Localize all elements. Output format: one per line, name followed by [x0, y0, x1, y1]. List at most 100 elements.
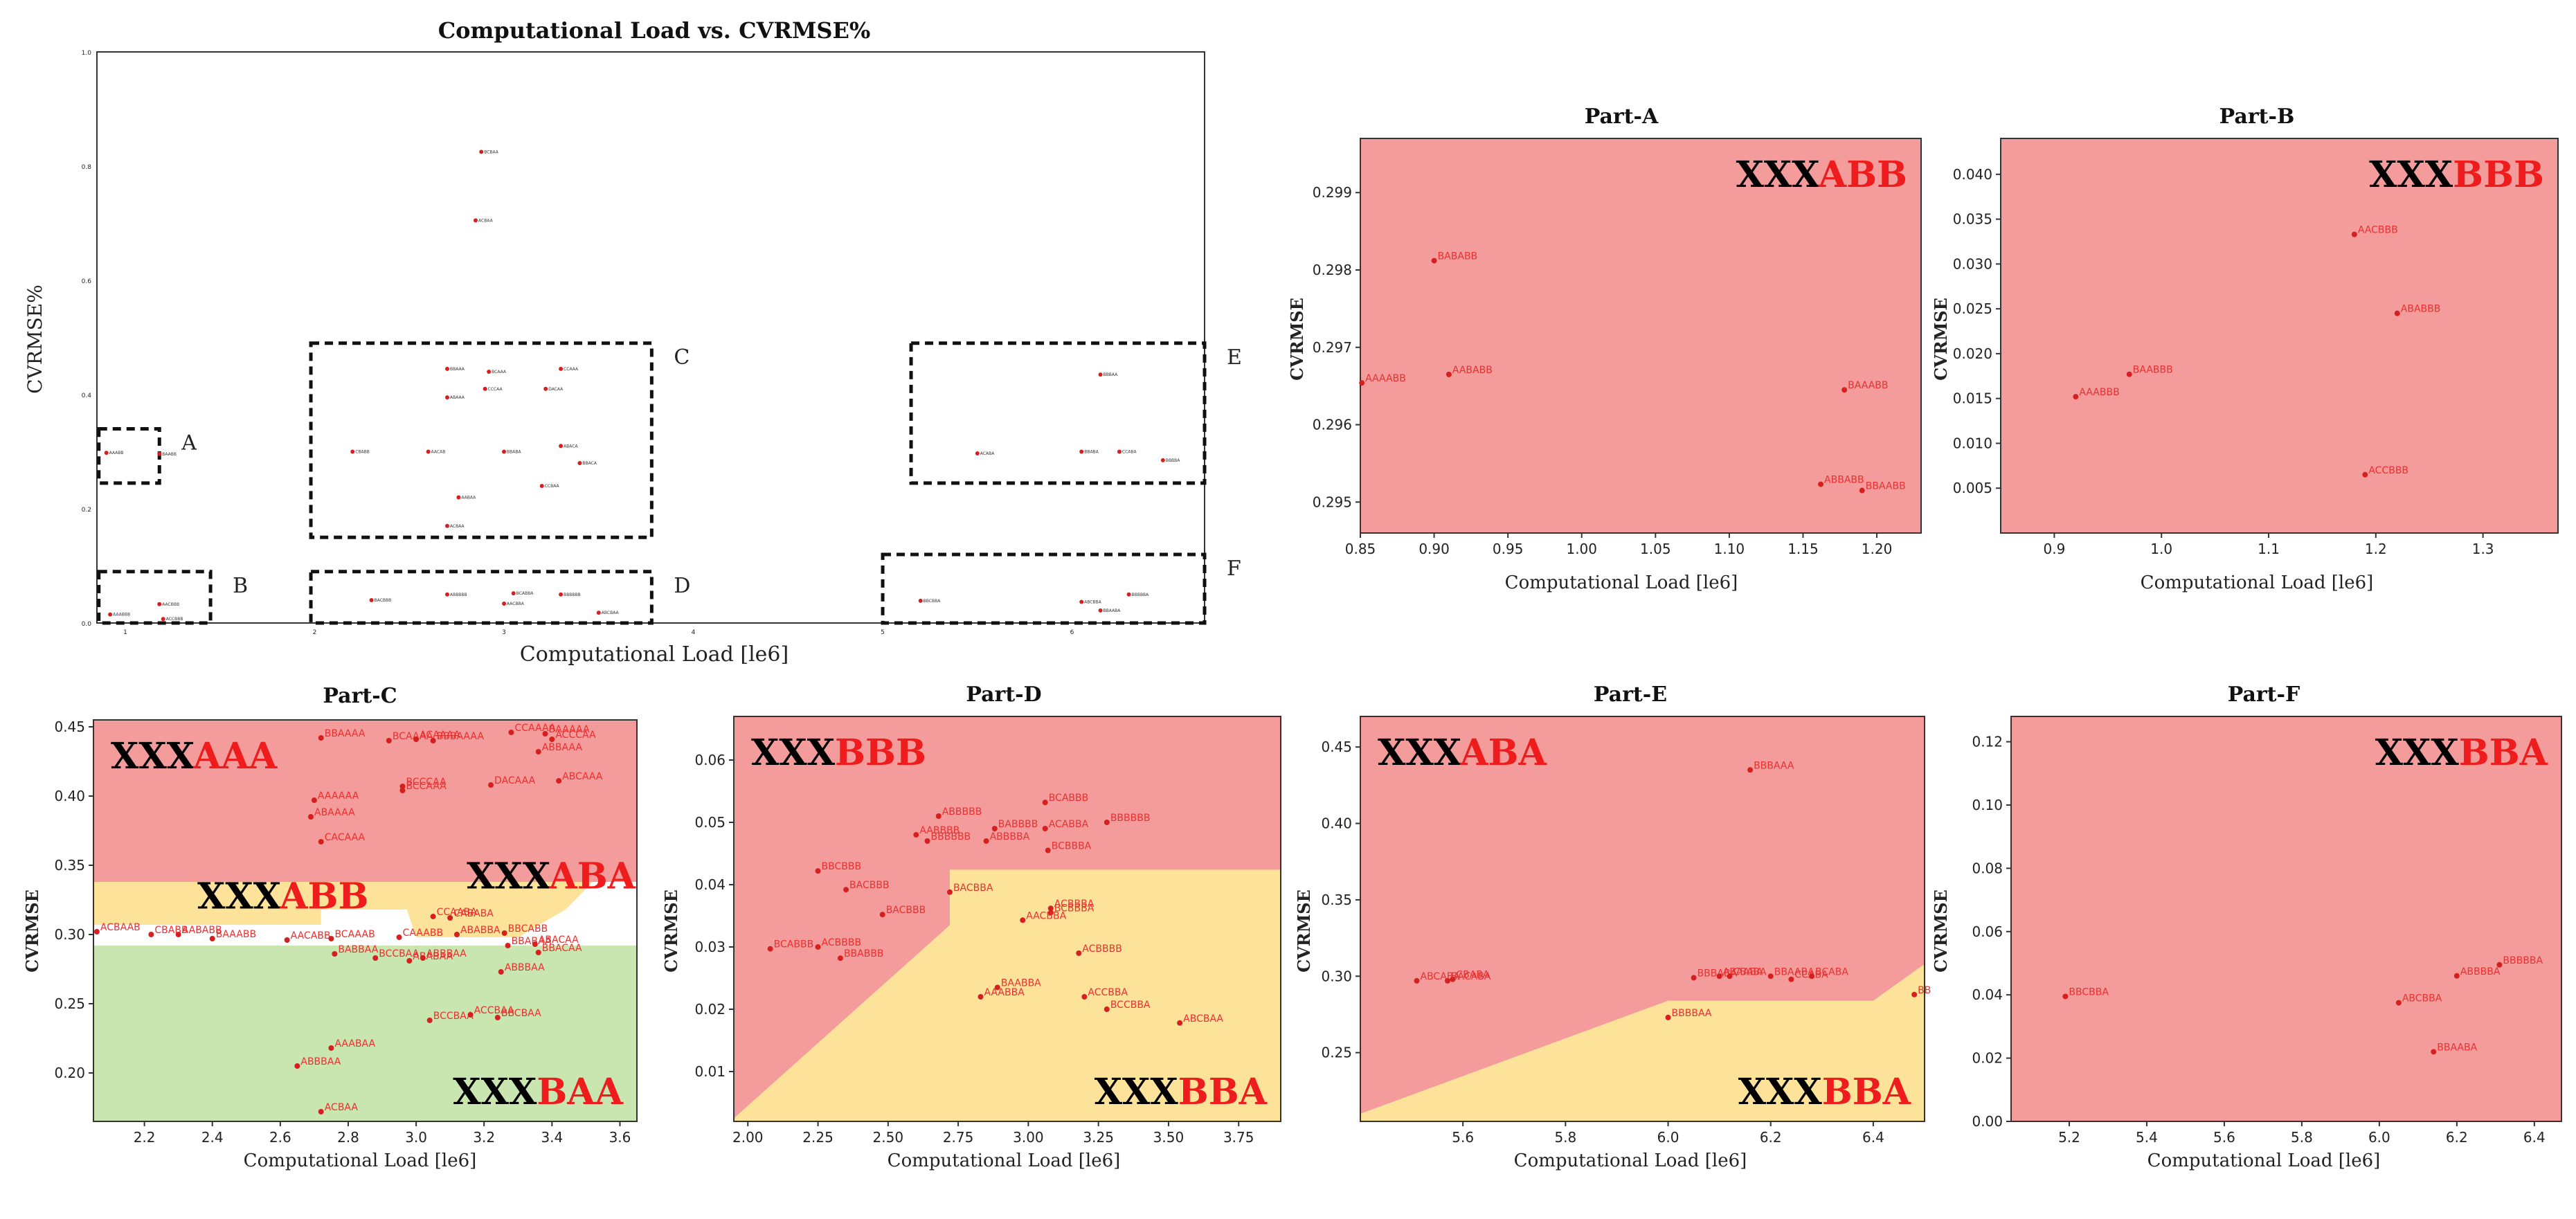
part-d-point	[1076, 950, 1082, 956]
overview-point-label: BBABA	[507, 450, 521, 455]
part-b-y-label: CVRMSE	[1931, 298, 1951, 381]
part-e-y-tick: 0.30	[1321, 968, 1352, 984]
part-d-point-label: BCABBB	[774, 939, 814, 950]
part-c-region-label: XXXABA	[467, 856, 636, 898]
part-d-point-label: ABBBBB	[942, 806, 982, 818]
part-f-chart: Part-F Computational Load [le6] CVRMSE 0…	[1931, 683, 2562, 1171]
part-a-point	[1431, 258, 1437, 264]
overview-point	[539, 484, 544, 488]
part-b-frame	[2000, 138, 2559, 534]
part-b-y-tick: 0.010	[1953, 435, 1992, 451]
part-a-point-label: BABABB	[1438, 251, 1478, 262]
part-c-x-tick: 3.4	[541, 1129, 563, 1146]
part-e-point-label: BBBBAA	[1672, 1008, 1712, 1019]
part-e-plot-area: 0.25 0.30 0.35 0.40 0.45 5.6 5.8 6.0 6.2 6.4 BBBAA…	[1321, 716, 1931, 1146]
part-c-point-label: BBBAAAA	[437, 731, 485, 742]
part-c-y-tick: 0.25	[54, 995, 85, 1012]
part-d-point-label: AABBBB	[919, 825, 960, 836]
part-e-region-red	[1360, 716, 1925, 1114]
overview-point-label: ACABA	[980, 451, 995, 456]
part-e-point	[1911, 991, 1918, 997]
part-c-region-label-prefix: XXX	[467, 856, 551, 898]
part-c-x-tick: 2.8	[337, 1129, 359, 1146]
part-c-x-tick: 3.6	[609, 1129, 631, 1146]
part-c-y-label: CVRMSE	[22, 890, 42, 973]
overview-x-label: Computational Load [le6]	[520, 642, 789, 667]
part-f-point-label: BBAABA	[2437, 1042, 2477, 1053]
part-e-point-label: ABAABA	[1723, 966, 1763, 977]
part-c-point-label: AAAAAA	[318, 791, 359, 802]
part-d-point-label: ACBBBA	[1054, 899, 1095, 910]
part-b-point-label: ABABBB	[2401, 304, 2441, 315]
overview-point-label: CCCAA	[488, 387, 503, 392]
part-c-point	[175, 932, 181, 937]
part-d-point-label: BACBBB	[849, 880, 890, 891]
part-a-y-label: CVRMSE	[1288, 298, 1307, 381]
part-d-point	[1081, 994, 1088, 1000]
part-d-point	[983, 838, 989, 844]
part-c-point	[284, 937, 290, 943]
part-c-point-label: BBCBAA	[501, 1008, 541, 1019]
part-c-x-tick: 2.2	[134, 1129, 156, 1146]
part-b-plot-area: 0.005 0.010 0.015 0.020 0.025 0.030 0.035 0.040…	[1953, 138, 2559, 557]
overview-point-label: ACCBBB	[166, 617, 183, 622]
part-c-region-label-suffix: ABA	[548, 856, 636, 898]
overview-point	[1117, 449, 1122, 454]
part-f-point-label: ABCBBA	[2402, 993, 2442, 1004]
part-b-x-tick: 1.3	[2472, 541, 2494, 557]
part-c-point	[148, 932, 154, 937]
overview-point-label: BBAABA	[1104, 608, 1122, 613]
part-d-region-label-suffix: BBB	[835, 732, 926, 774]
overview-point	[559, 444, 564, 449]
part-d-point-label: BACBBA	[953, 883, 993, 894]
part-c-region-red	[93, 720, 637, 882]
part-c-point-label: ACBAAB	[100, 922, 141, 933]
overview-x-tick: 5	[881, 629, 885, 636]
part-d-point	[767, 946, 773, 952]
part-f-frame	[2010, 716, 2562, 1122]
overview-point	[502, 449, 507, 454]
part-a-x-label: Computational Load [le6]	[1505, 572, 1738, 593]
part-c-point	[372, 955, 379, 961]
part-d-y-tick: 0.03	[694, 939, 726, 955]
overview-point	[108, 612, 113, 617]
overview-point-label: CCAAA	[564, 367, 579, 372]
part-e-region-label-suffix: BBA	[1822, 1071, 1911, 1113]
part-c-point-label: ACCBAA	[474, 1005, 514, 1016]
overview-point-label: ABAAA	[450, 395, 465, 400]
part-d-point-label: ACBBBB	[822, 937, 862, 948]
part-c-point-label: BBACAA	[542, 943, 582, 954]
part-c-y-tick: 0.45	[54, 719, 85, 735]
overview-point-label: CBABB	[355, 450, 370, 455]
part-d-point	[978, 994, 984, 1000]
part-f-point	[2395, 1000, 2402, 1006]
part-c-region-yellow	[406, 882, 593, 937]
overview-point	[577, 461, 582, 465]
part-d-point	[879, 912, 885, 918]
overview-region-box	[909, 341, 1207, 485]
overview-point-label: ABBBBB	[450, 593, 467, 597]
overview-point-label: ACBAA	[450, 524, 465, 529]
part-a-frame	[1360, 138, 1922, 534]
part-f-x-tick: 6.2	[2446, 1129, 2468, 1146]
overview-point-label: AAABB	[109, 451, 124, 455]
part-c-point	[318, 1109, 324, 1114]
overview-point-label: AACAB	[431, 450, 446, 455]
overview-y-tick: 0.2	[82, 507, 91, 514]
overview-x-tick: 4	[692, 629, 696, 636]
part-b-chart: Part-B Computational Load [le6] CVRMSE 0…	[1931, 105, 2559, 593]
part-c-x-label: Computational Load [le6]	[244, 1150, 477, 1171]
part-f-x-tick: 5.8	[2291, 1129, 2313, 1146]
part-d-point	[991, 826, 998, 831]
overview-point	[511, 591, 516, 596]
part-e-point	[1691, 975, 1697, 981]
overview-point	[444, 395, 449, 400]
part-c-region-label-prefix: XXX	[197, 876, 282, 918]
part-f-y-tick: 0.00	[1972, 1113, 2003, 1130]
overview-x-tick: 6	[1070, 629, 1074, 636]
overview-point	[487, 370, 492, 374]
part-f-y-tick: 0.04	[1972, 986, 2003, 1003]
part-b-region-label-prefix: XXX	[2369, 154, 2453, 196]
overview-region-letter: B	[233, 574, 248, 598]
overview-region-letter: D	[674, 574, 690, 598]
